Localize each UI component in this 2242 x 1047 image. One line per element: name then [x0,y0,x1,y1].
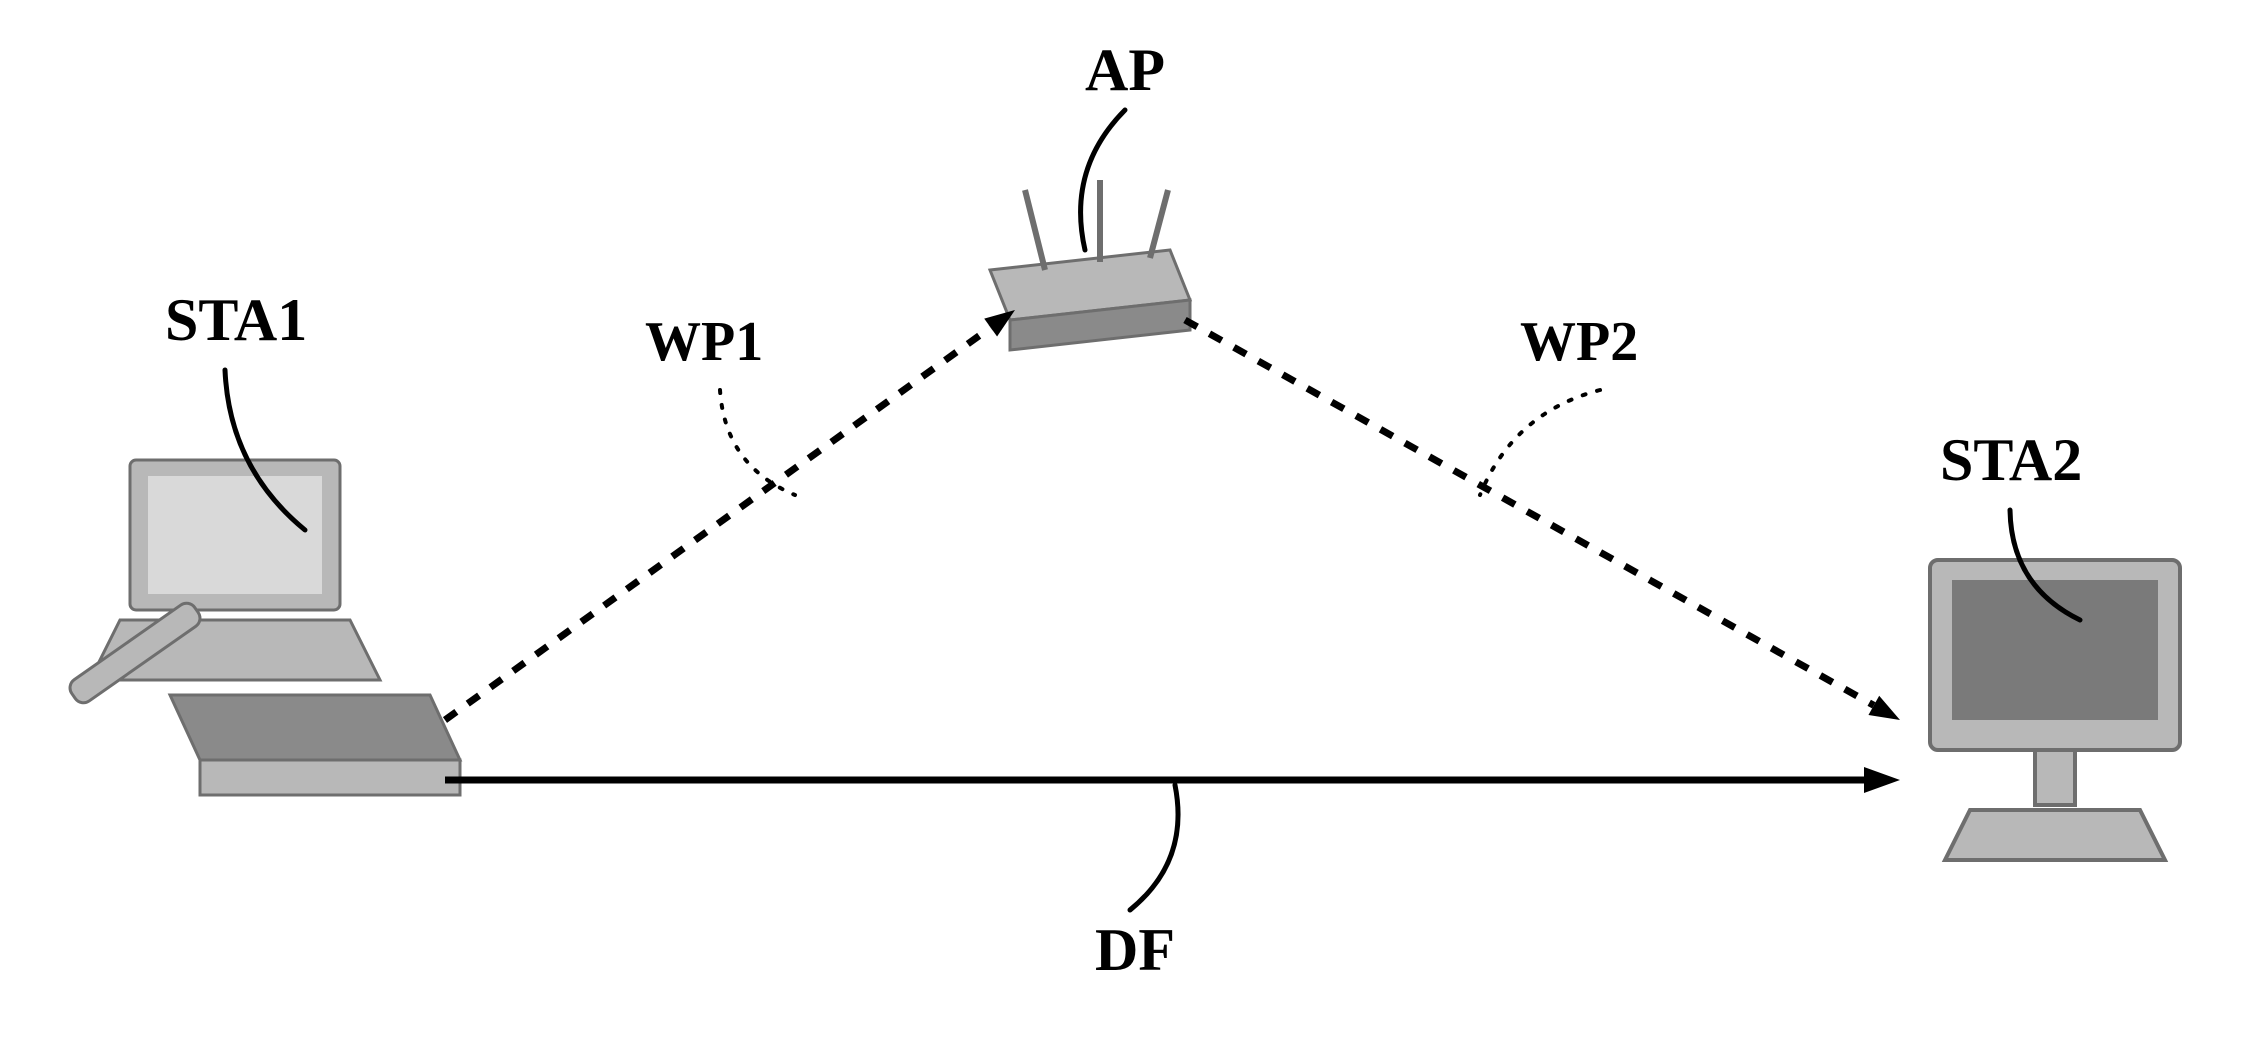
df-label: DF [1095,917,1175,983]
labels-group: STA1 STA2 AP WP1 WP2 DF [165,37,2082,983]
wp1-label: WP1 [645,311,763,373]
sta1-label: STA1 [165,287,307,353]
df-arrow-arrowhead [1864,767,1900,793]
wp2-leader-line [1480,390,1600,495]
wp1-leader-line [720,390,795,495]
wp2-arrow-arrowhead [1868,696,1900,720]
sta1-device-icon [66,460,460,795]
ap-device-icon [990,180,1190,350]
wp2-arrow-line [1185,320,1874,705]
sta2-label: STA2 [1940,427,2082,493]
wp2-label: WP2 [1520,311,1638,373]
ap-label: AP [1085,37,1165,103]
leader-lines-group [225,110,2080,910]
diagram-canvas: STA1 STA2 AP WP1 WP2 DF [0,0,2242,1047]
df-leader-line [1130,785,1178,910]
wp1-arrow-line [445,328,991,720]
arrows-group [445,310,1900,793]
